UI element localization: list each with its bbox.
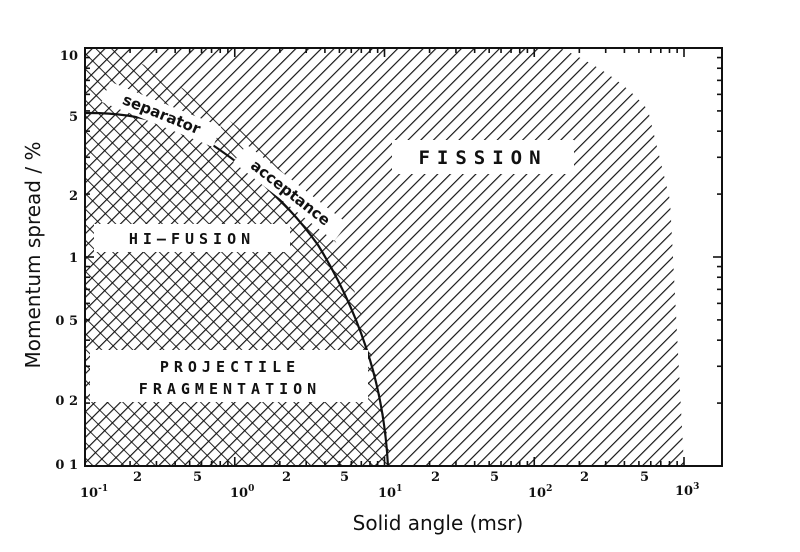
x-tick-label-4: 102 [528,484,552,501]
x-minor-label: 2 [133,470,142,485]
y-axis-ticks [85,47,722,467]
hi-fusion-label-group: HI–FUSION [94,224,290,252]
y-tick-label: 1 [69,251,78,266]
fission-label: FISSION [418,147,547,169]
y-axis-title: Momentum spread / % [21,142,45,369]
x-tick-label-3: 101 [378,484,402,501]
x-tick-label-5: 103 [675,482,699,499]
fission-label-group: FISSION [392,140,574,174]
x-minor-label: 2 [431,470,440,485]
y-tick-label: 10 [60,49,78,64]
x-minor-label: 5 [640,470,649,485]
x-minor-label: 5 [340,470,349,485]
y-tick-label: 0 5 [55,314,78,329]
x-axis-tick-labels: 10-1 100 101 102 103 2 5 2 5 2 5 2 5 [80,470,699,501]
y-tick-label: 0 2 [55,394,78,409]
x-minor-label: 2 [282,470,291,485]
x-minor-label: 5 [490,470,499,485]
x-axis-ticks [84,48,685,466]
x-minor-label: 5 [193,470,202,485]
y-axis-tick-labels: 10 5 2 1 0 5 0 2 0 1 [55,49,78,473]
y-tick-label: 5 [69,110,78,125]
x-minor-label: 2 [580,470,589,485]
projectile-label: PROJECTILE [160,358,300,376]
projectile-fragmentation-label-group: PROJECTILE FRAGMENTATION [90,350,368,402]
x-tick-label-2: 100 [230,484,254,501]
hi-fusion-label: HI–FUSION [129,230,255,248]
y-tick-label: 0 1 [55,458,78,473]
x-axis-title: Solid angle (msr) [353,511,524,535]
fragmentation-label: FRAGMENTATION [139,380,321,398]
x-tick-label-1: 10-1 [80,484,108,501]
y-tick-label: 2 [69,189,78,204]
